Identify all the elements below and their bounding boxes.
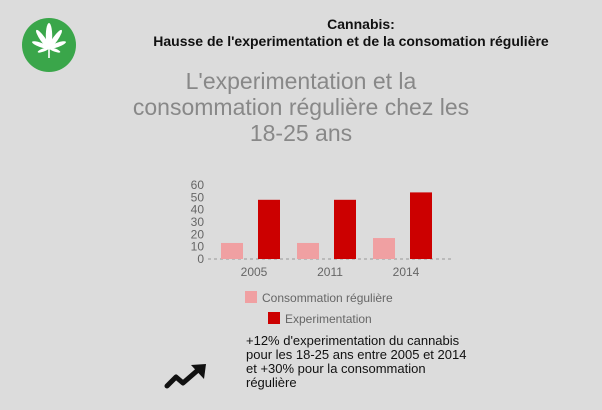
bar-experimentation-2014 xyxy=(410,192,432,259)
legend-label-regular: Consommation régulière xyxy=(262,291,393,305)
legend-label-experimentation: Experimentation xyxy=(285,312,372,326)
bar-experimentation-2011 xyxy=(334,199,356,259)
bar-regular-2014 xyxy=(373,238,395,259)
y-tick-label: 60 xyxy=(191,178,205,192)
bar-experimentation-2005 xyxy=(258,199,280,259)
bar-regular-2005 xyxy=(221,242,243,259)
trend-up-arrow-icon xyxy=(164,364,206,389)
summary-note: +12% d'experimentation du cannabis pour … xyxy=(246,333,467,390)
chart-title: L'experimentation et la consommation rég… xyxy=(132,68,470,146)
header-subtitle: Hausse de l'experimentation et de la con… xyxy=(153,33,549,49)
x-tick-label: 2011 xyxy=(317,265,343,279)
x-tick-label: 2014 xyxy=(393,265,420,279)
bar-regular-2011 xyxy=(297,242,319,259)
y-tick-label: 0 xyxy=(197,252,204,266)
y-tick-label: 40 xyxy=(191,203,205,217)
x-tick-label: 2005 xyxy=(241,265,268,279)
y-tick-label: 30 xyxy=(191,215,205,229)
y-tick-label: 20 xyxy=(191,227,205,241)
y-tick-label: 10 xyxy=(191,240,205,254)
cannabis-leaf-icon xyxy=(22,18,76,72)
legend-swatch-regular xyxy=(245,291,257,303)
legend-swatch-experimentation xyxy=(268,312,280,324)
y-tick-label: 50 xyxy=(191,190,205,204)
header: Cannabis: Hausse de l'experimentation et… xyxy=(100,16,602,50)
header-title: Cannabis: xyxy=(327,16,395,32)
